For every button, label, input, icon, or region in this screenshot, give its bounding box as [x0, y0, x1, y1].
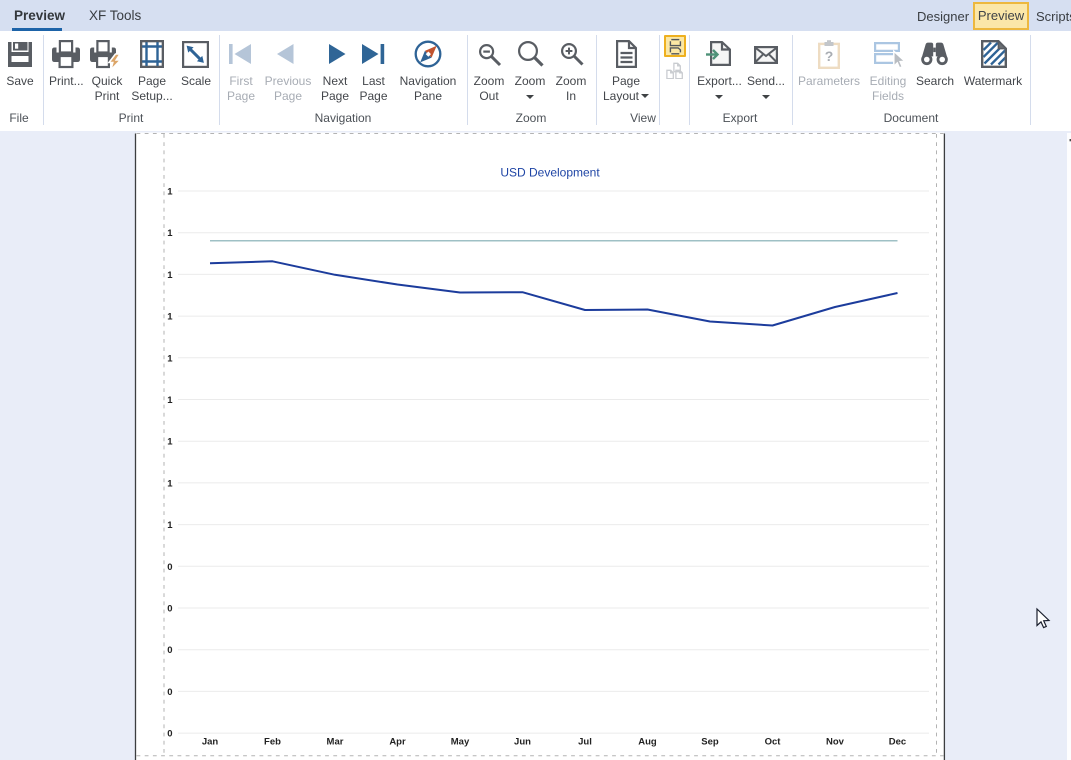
svg-text:1: 1: [167, 520, 173, 531]
svg-text:1: 1: [167, 228, 173, 239]
svg-text:Oct: Oct: [765, 737, 782, 748]
svg-text:0: 0: [167, 645, 172, 656]
svg-text:1: 1: [167, 353, 173, 364]
svg-text:1: 1: [167, 187, 173, 198]
svg-text:1: 1: [167, 312, 173, 323]
svg-text:0: 0: [167, 729, 172, 740]
svg-text:Feb: Feb: [264, 737, 281, 748]
svg-text:Mar: Mar: [327, 737, 344, 748]
svg-text:?: ?: [825, 48, 834, 64]
svg-text:USD Development: USD Development: [500, 166, 600, 180]
svg-text:May: May: [451, 737, 470, 748]
svg-text:1: 1: [167, 395, 173, 406]
svg-text:Jun: Jun: [514, 737, 531, 748]
svg-text:Sep: Sep: [701, 737, 719, 748]
svg-text:Apr: Apr: [389, 737, 406, 748]
svg-text:1: 1: [167, 437, 173, 448]
svg-text:1: 1: [167, 270, 173, 281]
svg-text:0: 0: [167, 562, 172, 573]
svg-text:Jan: Jan: [202, 737, 219, 748]
svg-text:Dec: Dec: [889, 737, 906, 748]
svg-text:0: 0: [167, 687, 172, 698]
svg-text:Aug: Aug: [638, 737, 657, 748]
svg-text:Nov: Nov: [826, 737, 845, 748]
svg-text:Jul: Jul: [578, 737, 592, 748]
svg-text:0: 0: [167, 604, 172, 615]
svg-text:1: 1: [167, 478, 173, 489]
